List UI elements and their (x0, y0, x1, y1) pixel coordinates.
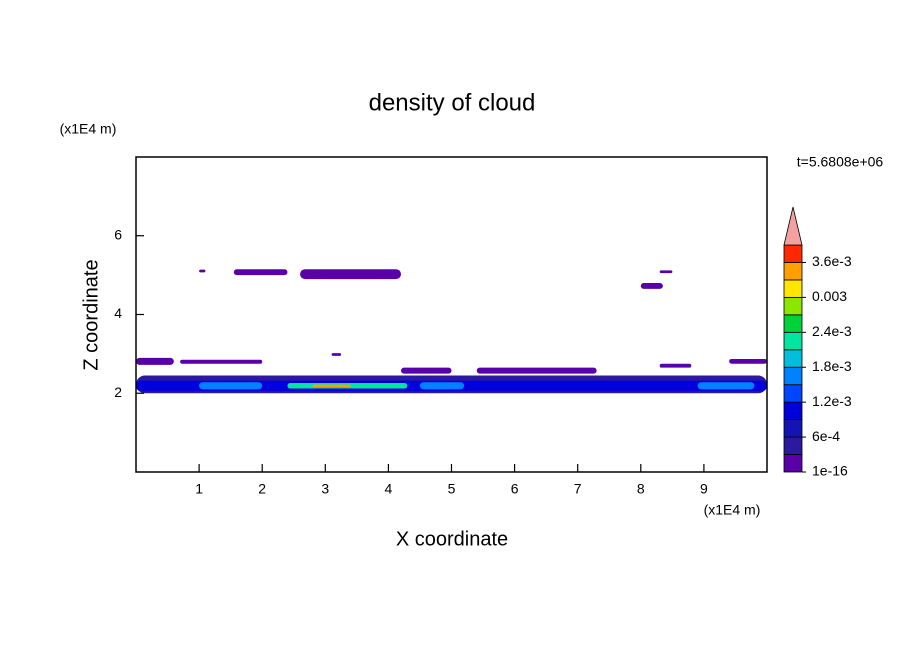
x-tick-label: 7 (574, 481, 582, 497)
y-tick-label: 4 (114, 305, 122, 321)
colorbar-box (783, 244, 803, 263)
y-unit: (x1E4 m) (60, 121, 117, 137)
cloud-patch (697, 382, 755, 390)
cloud-patch (312, 384, 351, 387)
x-unit: (x1E4 m) (704, 502, 761, 518)
colorbar-box (783, 314, 803, 333)
x-tick-label: 1 (195, 481, 203, 497)
cloud-patch (331, 353, 342, 356)
cloud-patch (199, 269, 206, 273)
cloud-patch (401, 367, 452, 374)
y-axis-label: Z coordinate (80, 259, 102, 370)
cloud-patch (136, 357, 174, 365)
x-tick-label: 6 (511, 481, 519, 497)
cloud-patch (180, 359, 263, 364)
x-tick-label: 8 (637, 481, 645, 497)
colorbar-box (783, 279, 803, 298)
cloud-patch (659, 363, 692, 368)
cloud-patch (419, 382, 465, 390)
chart-title: density of cloud (369, 89, 536, 116)
x-tick-label: 4 (385, 481, 393, 497)
x-tick-label: 9 (700, 481, 708, 497)
colorbar-tick-label: 1e-16 (812, 463, 848, 479)
x-tick-label: 2 (258, 481, 266, 497)
cloud-patch (300, 269, 402, 280)
plot-frame (135, 156, 768, 473)
colorbar-tick-label: 6e-4 (812, 428, 840, 444)
colorbar-over (783, 206, 803, 246)
colorbar-box (783, 262, 803, 281)
y-tick-label: 2 (114, 384, 122, 400)
colorbar-box (783, 296, 803, 316)
cloud-patch (199, 382, 263, 390)
cloud-patch (729, 358, 767, 364)
colorbar-box (783, 349, 803, 368)
colorbar-box (783, 401, 803, 421)
colorbar-box (783, 331, 803, 351)
x-tick-label: 5 (448, 481, 456, 497)
cloud-patch (640, 283, 663, 289)
colorbar-tick-label: 1.8e-3 (812, 358, 852, 374)
colorbar-tick-label: 0.003 (812, 288, 847, 304)
colorbar-tick-label: 3.6e-3 (812, 253, 852, 269)
x-tick-label: 3 (321, 481, 329, 497)
colorbar-tick-label: 1.2e-3 (812, 393, 852, 409)
colorbar-tick-label: 2.4e-3 (812, 323, 852, 339)
cloud-patch (659, 270, 673, 274)
colorbar-box (783, 366, 803, 386)
y-tick-label: 6 (114, 226, 122, 242)
colorbar-box (783, 419, 803, 438)
cloud-patch (233, 269, 288, 276)
cloud-patch (476, 367, 597, 374)
x-axis-label: X coordinate (396, 528, 508, 550)
colorbar-box (783, 384, 803, 403)
colorbar-box (783, 436, 803, 455)
colorbar-box (783, 454, 803, 473)
time-annotation: t=5.6808e+06 (797, 154, 884, 170)
